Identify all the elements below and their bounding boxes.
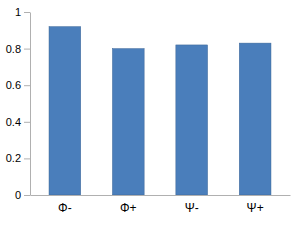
y-axis-line — [30, 13, 31, 196]
y-tick-label: 0 — [15, 189, 21, 201]
x-tick: Φ- — [58, 195, 72, 215]
y-tick-mark — [24, 195, 30, 196]
bar — [112, 49, 144, 195]
x-tick-label: Φ- — [58, 201, 72, 215]
x-axis: Φ- Φ+ Ψ- Ψ+ — [31, 195, 291, 215]
y-tick-mark — [24, 158, 30, 159]
y-tick: 0.8 — [6, 43, 30, 55]
y-tick: 0 — [15, 189, 30, 201]
x-tick: Ψ- — [185, 195, 199, 215]
y-tick-label: 0.4 — [6, 116, 21, 128]
x-tick: Ψ+ — [247, 195, 264, 215]
y-tick-mark — [24, 12, 30, 13]
bars — [49, 27, 271, 195]
y-tick: 1 — [15, 6, 30, 18]
x-tick: Φ+ — [120, 195, 137, 215]
y-tick-label: 1 — [15, 6, 21, 18]
x-tick-label: Ψ+ — [247, 201, 264, 215]
y-axis: 0 0.2 0.4 0.6 0.8 1 — [6, 6, 31, 201]
y-tick-label: 0.2 — [6, 152, 21, 164]
plot: 0 0.2 0.4 0.6 0.8 1 Φ- Φ+ Ψ- Ψ+ — [6, 6, 291, 215]
y-tick-mark — [24, 49, 30, 50]
x-axis-line — [31, 195, 291, 196]
chart: 0 0.2 0.4 0.6 0.8 1 Φ- Φ+ Ψ- Ψ+ — [0, 0, 300, 225]
bar — [176, 45, 208, 195]
x-tick-label: Ψ- — [185, 201, 199, 215]
y-tick-label: 0.6 — [6, 79, 21, 91]
bar — [239, 43, 271, 195]
y-tick: 0.4 — [6, 116, 30, 128]
y-tick-mark — [24, 85, 30, 86]
y-tick: 0.6 — [6, 79, 30, 91]
y-tick-label: 0.8 — [6, 43, 21, 55]
x-tick-label: Φ+ — [120, 201, 137, 215]
y-tick: 0.2 — [6, 152, 30, 164]
bar — [49, 27, 81, 195]
y-tick-mark — [24, 122, 30, 123]
